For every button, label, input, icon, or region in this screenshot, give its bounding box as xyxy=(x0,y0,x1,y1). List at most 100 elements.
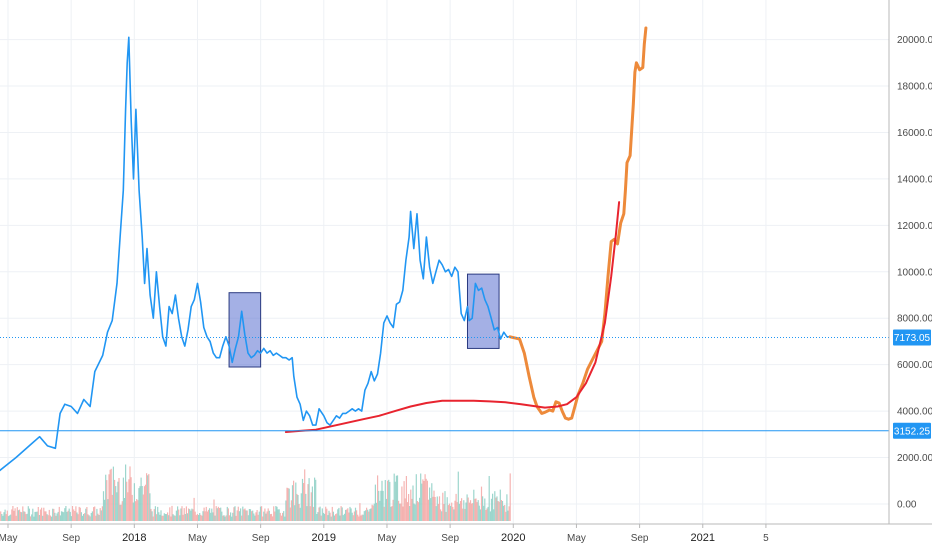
volume-bar xyxy=(153,509,155,521)
volume-bar xyxy=(73,509,75,521)
volume-bar xyxy=(282,512,284,521)
volume-bar xyxy=(385,498,388,521)
volume-bar xyxy=(326,508,328,521)
y-axis-ticks[interactable]: 0.00 2000.00 4000.00 6000.00 8000.00 10000.00… xyxy=(897,35,932,510)
volume-bar xyxy=(7,516,9,521)
x-tick-label: Sep xyxy=(252,533,270,544)
volume-bar xyxy=(205,506,207,521)
volume-bar xyxy=(163,513,165,521)
volume-bar xyxy=(388,479,390,521)
volume-bar xyxy=(329,512,331,521)
volume-bar xyxy=(330,516,332,521)
volume-bar xyxy=(433,490,435,521)
volume-bar xyxy=(272,516,274,521)
volume-bar xyxy=(8,515,11,521)
volume-bar xyxy=(109,469,111,521)
volume-bar xyxy=(357,514,359,521)
volume-bar xyxy=(390,506,392,521)
volume-bar xyxy=(288,488,290,521)
x-tick-label: Sep xyxy=(62,533,80,544)
volume-bar xyxy=(211,508,213,521)
volume-bar xyxy=(228,515,231,521)
y-tick-label: 12000.00 xyxy=(897,221,932,232)
volume-bar xyxy=(291,485,294,521)
volume-bar xyxy=(104,499,106,521)
volume-bar xyxy=(80,512,82,521)
volume-bar xyxy=(188,508,190,521)
x-axis-ticks[interactable]: May Sep 2018 May Sep 2019 May Sep 2020 May Sep 2021… xyxy=(0,524,769,544)
volume-bar xyxy=(315,479,317,521)
volume-bar xyxy=(123,498,126,521)
volume-bar xyxy=(25,514,27,521)
x-tick-label: Sep xyxy=(441,533,459,544)
volume-bar xyxy=(64,508,66,521)
volume-bar xyxy=(403,481,405,521)
volume-bar xyxy=(404,498,406,521)
volume-bar xyxy=(21,512,23,521)
volume-bar xyxy=(276,506,278,521)
volume-bar xyxy=(178,509,180,521)
volume-bar xyxy=(136,499,138,521)
volume-bar xyxy=(32,508,34,521)
volume-bar xyxy=(363,511,365,521)
volume-bar xyxy=(500,500,502,521)
volume-bar xyxy=(212,512,214,521)
volume-bar xyxy=(171,505,173,521)
volume-bar xyxy=(55,515,57,521)
volume-bar xyxy=(168,515,170,521)
volume-bar xyxy=(79,507,81,521)
volume-bar xyxy=(213,499,215,521)
volume-bar xyxy=(349,506,351,521)
volume-bar xyxy=(319,506,321,521)
volume-bar xyxy=(448,503,451,521)
volume-bar xyxy=(31,514,33,521)
volume-bar xyxy=(264,508,266,521)
volume-bar xyxy=(13,510,15,521)
volume-bar xyxy=(508,506,510,521)
volume-bar xyxy=(180,508,182,521)
volume-bar xyxy=(412,485,414,521)
volume-bar xyxy=(223,515,225,521)
volume-bar xyxy=(214,515,216,521)
volume-bar xyxy=(314,477,316,521)
highlight-box[interactable] xyxy=(466,273,500,349)
series-line-price[interactable] xyxy=(0,36,511,472)
volume-bar xyxy=(368,511,370,521)
volume-bar xyxy=(232,512,234,521)
volume-bar xyxy=(151,511,153,521)
volume-bar xyxy=(68,508,70,521)
volume-bar xyxy=(343,513,346,521)
volume-bar xyxy=(253,513,255,521)
volume-bar xyxy=(438,496,441,521)
volume-bar xyxy=(464,508,466,521)
volume-bar xyxy=(307,484,309,521)
volume-bar xyxy=(75,506,77,521)
volume-bar xyxy=(119,504,121,521)
x-tick-label: 2021 xyxy=(691,532,715,544)
volume-bar xyxy=(429,487,431,521)
volume-bar xyxy=(411,498,413,521)
volume-bar xyxy=(159,514,161,521)
volume-bar xyxy=(255,512,257,521)
volume-bar xyxy=(431,483,433,521)
volume-bar xyxy=(77,514,79,521)
volume-bar xyxy=(286,487,288,521)
volume-bar xyxy=(414,504,416,521)
volume-bar xyxy=(15,515,17,521)
volume-bar xyxy=(450,505,452,521)
volume-bar xyxy=(246,510,248,521)
price-lines xyxy=(0,336,889,432)
volume-bar xyxy=(331,506,333,521)
y-tick-label: 18000.00 xyxy=(897,82,932,93)
volume-bar xyxy=(95,515,97,521)
volume-bar xyxy=(473,489,475,521)
series-line-trend[interactable] xyxy=(284,201,621,433)
volume-bar xyxy=(60,511,63,521)
volume-bar xyxy=(66,511,68,521)
price-badge xyxy=(893,329,931,346)
volume-bar xyxy=(318,507,320,521)
volume-bar xyxy=(457,471,459,521)
series-line-projection[interactable] xyxy=(508,26,648,421)
volume-bar xyxy=(142,494,144,521)
